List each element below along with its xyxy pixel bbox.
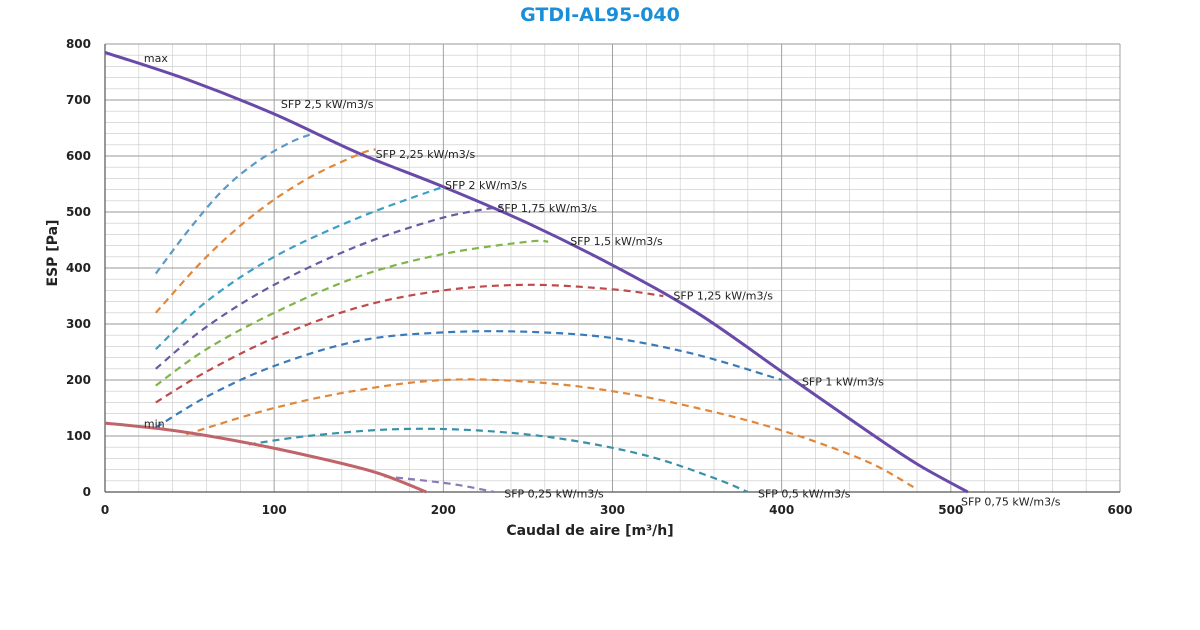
y-axis-label: ESP [Pa]	[45, 220, 61, 287]
x-tick-label: 600	[1107, 503, 1132, 517]
y-tick-label: 600	[66, 149, 91, 163]
series-line-sfp-0-75-kw-m3-s	[185, 378, 918, 491]
curve-label-sfp-0-25-kw-m3-s: SFP 0,25 kW/m3/s	[504, 488, 604, 501]
x-axis-label: Caudal de aire [m³/h]	[506, 523, 673, 539]
y-tick-label: 700	[66, 93, 91, 107]
y-tick-label: 300	[66, 317, 91, 331]
curve-label-max: max	[144, 52, 168, 65]
series-line-sfp-2-kw-m3-s	[155, 185, 444, 351]
series-line-sfp-0-5-kw-m3-s	[248, 427, 749, 494]
y-tick-label: 800	[66, 37, 91, 51]
series-line-sfp-0-25-kw-m3-s	[383, 475, 495, 494]
x-tick-label: 0	[101, 503, 109, 517]
curve-label-sfp-2-kw-m3-s: SFP 2 kW/m3/s	[445, 179, 527, 192]
chart-title: GTDI-AL95-040	[520, 4, 680, 26]
axes: 0 100 200 300 400 500 600 0 100 200 300 400 500 600 70…	[66, 37, 1133, 517]
curve-label-sfp-2-5-kw-m3-s: SFP 2,5 kW/m3/s	[281, 98, 374, 111]
y-tick-label: 400	[66, 261, 91, 275]
series-line-sfp-2-5-kw-m3-s	[154, 132, 314, 275]
series-line-sfp-1-kw-m3-s	[155, 330, 783, 429]
y-tick-label: 100	[66, 429, 91, 443]
curve-label-sfp-2-25-kw-m3-s: SFP 2,25 kW/m3/s	[376, 148, 476, 161]
series-line-max	[104, 50, 969, 494]
series-line-min	[104, 421, 427, 494]
curve-label-sfp-1-kw-m3-s: SFP 1 kW/m3/s	[802, 376, 884, 389]
series-line-sfp-1-5-kw-m3-s	[155, 239, 549, 387]
x-tick-label: 100	[262, 503, 287, 517]
x-tick-label: 500	[938, 503, 963, 517]
series-line-sfp-1-25-kw-m3-s	[155, 283, 664, 404]
y-tick-label: 0	[83, 485, 91, 499]
curve-labels: max min SFP 2,5 kW/m3/s SFP 2,25 kW/m3/s SFP…	[144, 52, 1061, 509]
curve-label-sfp-0-5-kw-m3-s: SFP 0,5 kW/m3/s	[758, 488, 851, 501]
x-tick-label: 200	[431, 503, 456, 517]
series-line-sfp-1-75-kw-m3-s	[155, 205, 503, 370]
curve-label-sfp-1-75-kw-m3-s: SFP 1,75 kW/m3/s	[497, 202, 597, 215]
series-line-sfp-2-25-kw-m3-s	[154, 148, 376, 314]
x-tick-label: 400	[769, 503, 794, 517]
curve-label-sfp-1-25-kw-m3-s: SFP 1,25 kW/m3/s	[673, 289, 773, 302]
curve-label-sfp-0-75-kw-m3-s: SFP 0,75 kW/m3/s	[961, 496, 1061, 509]
y-tick-label: 500	[66, 205, 91, 219]
curve-label-min: min	[144, 418, 165, 431]
grid	[104, 43, 1121, 493]
curve-label-sfp-1-5-kw-m3-s: SFP 1,5 kW/m3/s	[570, 235, 663, 248]
series-group	[104, 50, 969, 494]
x-tick-label: 300	[600, 503, 625, 517]
y-tick-label: 200	[66, 373, 91, 387]
